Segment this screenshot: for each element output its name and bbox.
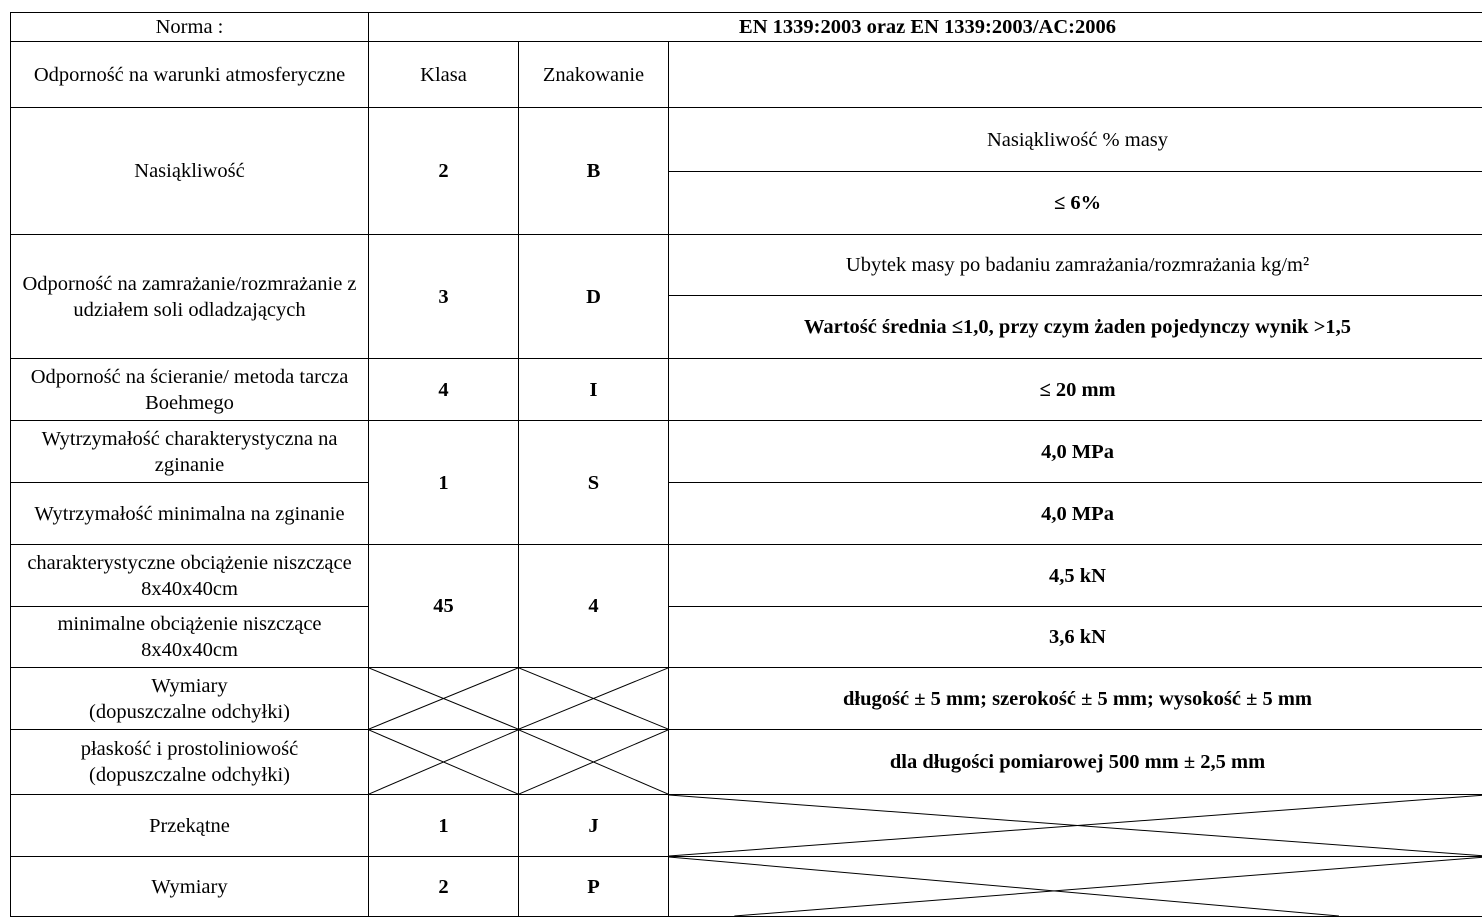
- table-row-przekatne: Przekątne 1 J: [11, 795, 1482, 857]
- table-row-zamrazanie-1: Odporność na zamrażanie/rozmrażanie z ud…: [11, 235, 1482, 296]
- scieranie-klasa: 4: [369, 359, 519, 421]
- norma-label: Norma :: [11, 13, 369, 42]
- zamrazanie-znak: D: [519, 235, 669, 359]
- table-row-zginanie-2: Wytrzymałość minimalna na zginanie 4,0 M…: [11, 483, 1482, 545]
- col-header-klasa: Klasa: [369, 42, 519, 108]
- crossed-cell-requirement: [669, 857, 1482, 917]
- crossed-cell-klasa: [369, 668, 519, 730]
- plaskosc-value: dla długości pomiarowej 500 mm ± 2,5 mm: [669, 730, 1482, 795]
- nasiakliwosc-klasa: 2: [369, 108, 519, 235]
- spec-table: Norma : EN 1339:2003 oraz EN 1339:2003/A…: [10, 12, 1482, 917]
- obciazenie-char-value: 4,5 kN: [669, 545, 1482, 607]
- plaskosc-label-line1: płaskość i prostoliniowość: [81, 738, 299, 760]
- wymiary-odchylki-label: Wymiary (dopuszczalne odchyłki): [11, 668, 369, 730]
- col-header-property: Odporność na warunki atmosferyczne: [11, 42, 369, 108]
- wymiary-znak: P: [519, 857, 669, 917]
- wymiary-odchylki-value: długość ± 5 mm; szerokość ± 5 mm; wysoko…: [669, 668, 1482, 730]
- zamrazanie-label: Odporność na zamrażanie/rozmrażanie z ud…: [11, 235, 369, 359]
- obciazenie-min-label: minimalne obciążenie niszczące 8x40x40cm: [11, 607, 369, 668]
- crossed-cell-znak: [519, 668, 669, 730]
- table-row-obciazenie-1: charakterystyczne obciążenie niszczące 8…: [11, 545, 1482, 607]
- obciazenie-znak: 4: [519, 545, 669, 668]
- norma-value: EN 1339:2003 oraz EN 1339:2003/AC:2006: [369, 13, 1482, 42]
- nasiakliwosc-label: Nasiąkliwość: [11, 108, 369, 235]
- nasiakliwosc-req-value: ≤ 6%: [669, 172, 1482, 235]
- przekatne-label: Przekątne: [11, 795, 369, 857]
- wymiary-odchylki-label-line1: Wymiary: [151, 675, 227, 697]
- table-row-wymiary-odchylki: Wymiary (dopuszczalne odchyłki) długość …: [11, 668, 1482, 730]
- plaskosc-label-line2: (dopuszczalne odchyłki): [89, 764, 290, 786]
- column-header-row: Odporność na warunki atmosferyczne Klasa…: [11, 42, 1482, 108]
- scieranie-label: Odporność na ścieranie/ metoda tarcza Bo…: [11, 359, 369, 421]
- obciazenie-min-value: 3,6 kN: [669, 607, 1482, 668]
- wymiary-klasa: 2: [369, 857, 519, 917]
- zginanie-znak: S: [519, 421, 669, 545]
- przekatne-znak: J: [519, 795, 669, 857]
- zamrazanie-klasa: 3: [369, 235, 519, 359]
- wymiary-label: Wymiary: [11, 857, 369, 917]
- nasiakliwosc-znak: B: [519, 108, 669, 235]
- zginanie-min-label: Wytrzymałość minimalna na zginanie: [11, 483, 369, 545]
- col-header-znakowanie: Znakowanie: [519, 42, 669, 108]
- zamrazanie-req-title: Ubytek masy po badaniu zamrażania/rozmra…: [669, 235, 1482, 296]
- obciazenie-klasa: 45: [369, 545, 519, 668]
- table-row-obciazenie-2: minimalne obciążenie niszczące 8x40x40cm…: [11, 607, 1482, 668]
- table-row-zginanie-1: Wytrzymałość charakterystyczna na zginan…: [11, 421, 1482, 483]
- scieranie-req-value: ≤ 20 mm: [669, 359, 1482, 421]
- plaskosc-label: płaskość i prostoliniowość (dopuszczalne…: [11, 730, 369, 795]
- col-header-requirement: [669, 42, 1482, 108]
- crossed-cell-klasa: [369, 730, 519, 795]
- zginanie-klasa: 1: [369, 421, 519, 545]
- zginanie-min-value: 4,0 MPa: [669, 483, 1482, 545]
- obciazenie-char-label: charakterystyczne obciążenie niszczące 8…: [11, 545, 369, 607]
- crossed-cell-requirement: [669, 795, 1482, 857]
- scieranie-znak: I: [519, 359, 669, 421]
- table-row-scieranie: Odporność na ścieranie/ metoda tarcza Bo…: [11, 359, 1482, 421]
- crossed-cell-znak: [519, 730, 669, 795]
- table-row-wymiary: Wymiary 2 P: [11, 857, 1482, 917]
- table-row-plaskosc: płaskość i prostoliniowość (dopuszczalne…: [11, 730, 1482, 795]
- zginanie-char-label: Wytrzymałość charakterystyczna na zginan…: [11, 421, 369, 483]
- wymiary-odchylki-label-line2: (dopuszczalne odchyłki): [89, 701, 290, 723]
- norma-row: Norma : EN 1339:2003 oraz EN 1339:2003/A…: [11, 13, 1482, 42]
- table-row-nasiakliwosc-1: Nasiąkliwość 2 B Nasiąkliwość % masy: [11, 108, 1482, 172]
- nasiakliwosc-req-title: Nasiąkliwość % masy: [669, 108, 1482, 172]
- zginanie-char-value: 4,0 MPa: [669, 421, 1482, 483]
- przekatne-klasa: 1: [369, 795, 519, 857]
- zamrazanie-req-value: Wartość średnia ≤1,0, przy czym żaden po…: [669, 296, 1482, 359]
